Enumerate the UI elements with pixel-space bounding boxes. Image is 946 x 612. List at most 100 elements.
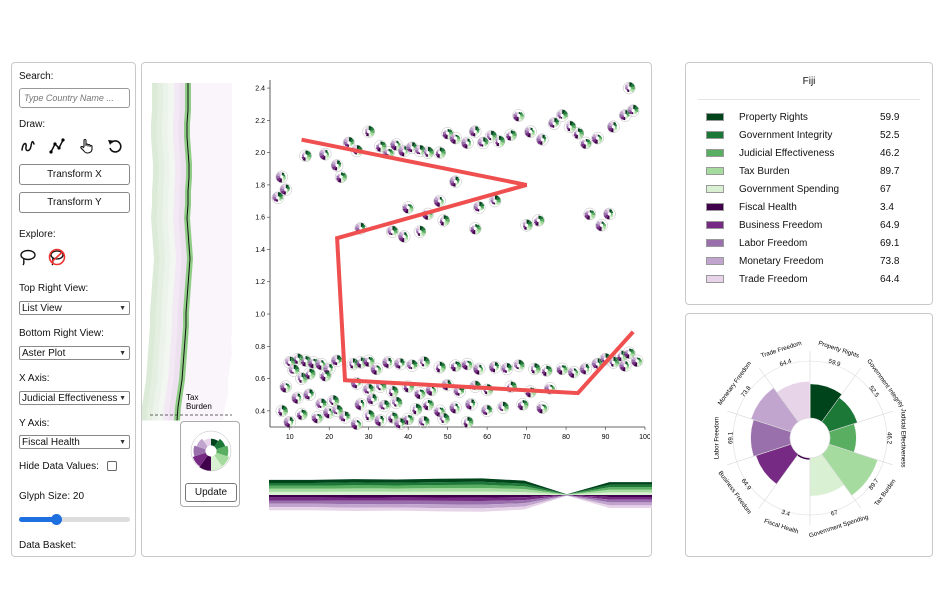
data-point[interactable]	[547, 117, 561, 130]
data-point[interactable]	[472, 362, 486, 376]
data-point[interactable]	[591, 357, 604, 371]
drawn-transform-path[interactable]	[301, 137, 635, 396]
data-point[interactable]	[287, 364, 300, 377]
data-point[interactable]	[469, 125, 482, 138]
data-point[interactable]	[350, 417, 364, 431]
data-point[interactable]	[370, 362, 383, 376]
data-point[interactable]	[461, 136, 474, 150]
legend-row[interactable]: Tax Burden 89.7	[706, 164, 920, 178]
data-point[interactable]	[532, 214, 545, 227]
data-point[interactable]	[319, 147, 332, 161]
legend-row[interactable]: Monetary Freedom 73.8	[706, 254, 920, 268]
data-point[interactable]	[496, 401, 510, 414]
data-point[interactable]	[583, 207, 596, 221]
data-point[interactable]	[461, 357, 474, 371]
data-point[interactable]	[271, 191, 285, 205]
data-point[interactable]	[437, 412, 450, 426]
lasso-icon[interactable]	[19, 248, 37, 266]
data-point[interactable]	[322, 406, 336, 419]
data-point[interactable]	[319, 369, 332, 382]
data-point[interactable]	[571, 127, 585, 140]
data-point[interactable]	[465, 398, 478, 411]
undo-icon[interactable]	[106, 137, 124, 155]
data-point[interactable]	[291, 391, 304, 405]
data-point[interactable]	[401, 201, 415, 214]
data-point[interactable]	[279, 380, 293, 393]
data-point[interactable]	[338, 411, 352, 424]
data-point[interactable]	[449, 359, 462, 372]
data-point[interactable]	[405, 359, 419, 372]
legend-row[interactable]: Fiscal Health 3.4	[706, 200, 920, 214]
data-point[interactable]	[303, 367, 316, 380]
data-point[interactable]	[524, 125, 537, 138]
data-point[interactable]	[567, 365, 581, 379]
data-point[interactable]	[330, 404, 344, 418]
data-point[interactable]	[409, 402, 423, 416]
data-point[interactable]	[413, 225, 427, 238]
data-point[interactable]	[484, 130, 498, 143]
legend-row[interactable]: Property Rights 59.9	[706, 110, 920, 124]
data-point[interactable]	[433, 146, 446, 159]
data-point[interactable]	[413, 386, 427, 400]
data-point[interactable]	[421, 398, 435, 411]
data-point[interactable]	[536, 133, 549, 146]
data-point[interactable]	[480, 404, 494, 418]
data-point[interactable]	[536, 401, 549, 414]
update-button[interactable]: Update	[185, 483, 237, 502]
data-point[interactable]	[461, 415, 474, 429]
data-point[interactable]	[279, 183, 293, 196]
data-point[interactable]	[488, 194, 502, 208]
data-point[interactable]	[540, 364, 553, 377]
top-right-view-select[interactable]: List View ▼	[19, 301, 130, 315]
legend-row[interactable]: Government Integrity 52.5	[706, 128, 920, 142]
data-point[interactable]	[374, 414, 387, 427]
data-point[interactable]	[630, 354, 644, 368]
data-point[interactable]	[362, 354, 375, 368]
data-point[interactable]	[362, 383, 375, 397]
data-point[interactable]	[449, 175, 462, 188]
data-point[interactable]	[595, 219, 608, 232]
data-point[interactable]	[405, 141, 419, 155]
data-point[interactable]	[350, 144, 364, 158]
data-point[interactable]	[603, 207, 616, 221]
polyline-icon[interactable]	[48, 137, 66, 155]
pointer-hand-icon[interactable]	[77, 137, 95, 155]
data-point[interactable]	[504, 128, 518, 142]
legend-row[interactable]: Business Freedom 64.9	[706, 218, 920, 232]
slider-thumb[interactable]	[50, 514, 62, 525]
search-input[interactable]	[19, 88, 130, 108]
data-point[interactable]	[394, 417, 407, 431]
x-axis-select[interactable]: Judicial Effectiveness ▼	[19, 391, 130, 405]
data-point[interactable]	[607, 120, 620, 134]
data-point[interactable]	[275, 404, 289, 418]
data-point[interactable]	[362, 409, 375, 422]
data-point[interactable]	[619, 109, 632, 122]
data-point[interactable]	[394, 357, 407, 371]
transform-x-button[interactable]: Transform X	[19, 164, 130, 185]
data-point[interactable]	[626, 104, 640, 117]
data-point[interactable]	[488, 361, 502, 374]
data-point[interactable]	[417, 415, 431, 429]
data-point[interactable]	[390, 396, 403, 410]
data-point[interactable]	[437, 214, 450, 227]
data-point[interactable]	[476, 136, 490, 150]
data-point[interactable]	[386, 225, 399, 238]
data-point[interactable]	[283, 415, 296, 429]
data-point[interactable]	[579, 136, 593, 150]
data-point[interactable]	[330, 159, 344, 172]
data-point[interactable]	[397, 230, 411, 243]
data-point[interactable]	[366, 393, 379, 406]
data-point[interactable]	[512, 359, 525, 372]
data-point[interactable]	[382, 356, 395, 369]
data-point[interactable]	[378, 399, 391, 413]
data-point[interactable]	[315, 398, 328, 411]
legend-row[interactable]: Government Spending 67	[706, 182, 920, 196]
data-point[interactable]	[500, 362, 514, 376]
data-point[interactable]	[449, 401, 462, 414]
data-point[interactable]	[311, 411, 324, 424]
data-point[interactable]	[512, 109, 525, 122]
data-point[interactable]	[492, 135, 506, 148]
data-point[interactable]	[299, 149, 312, 163]
legend-row[interactable]: Labor Freedom 69.1	[706, 236, 920, 250]
